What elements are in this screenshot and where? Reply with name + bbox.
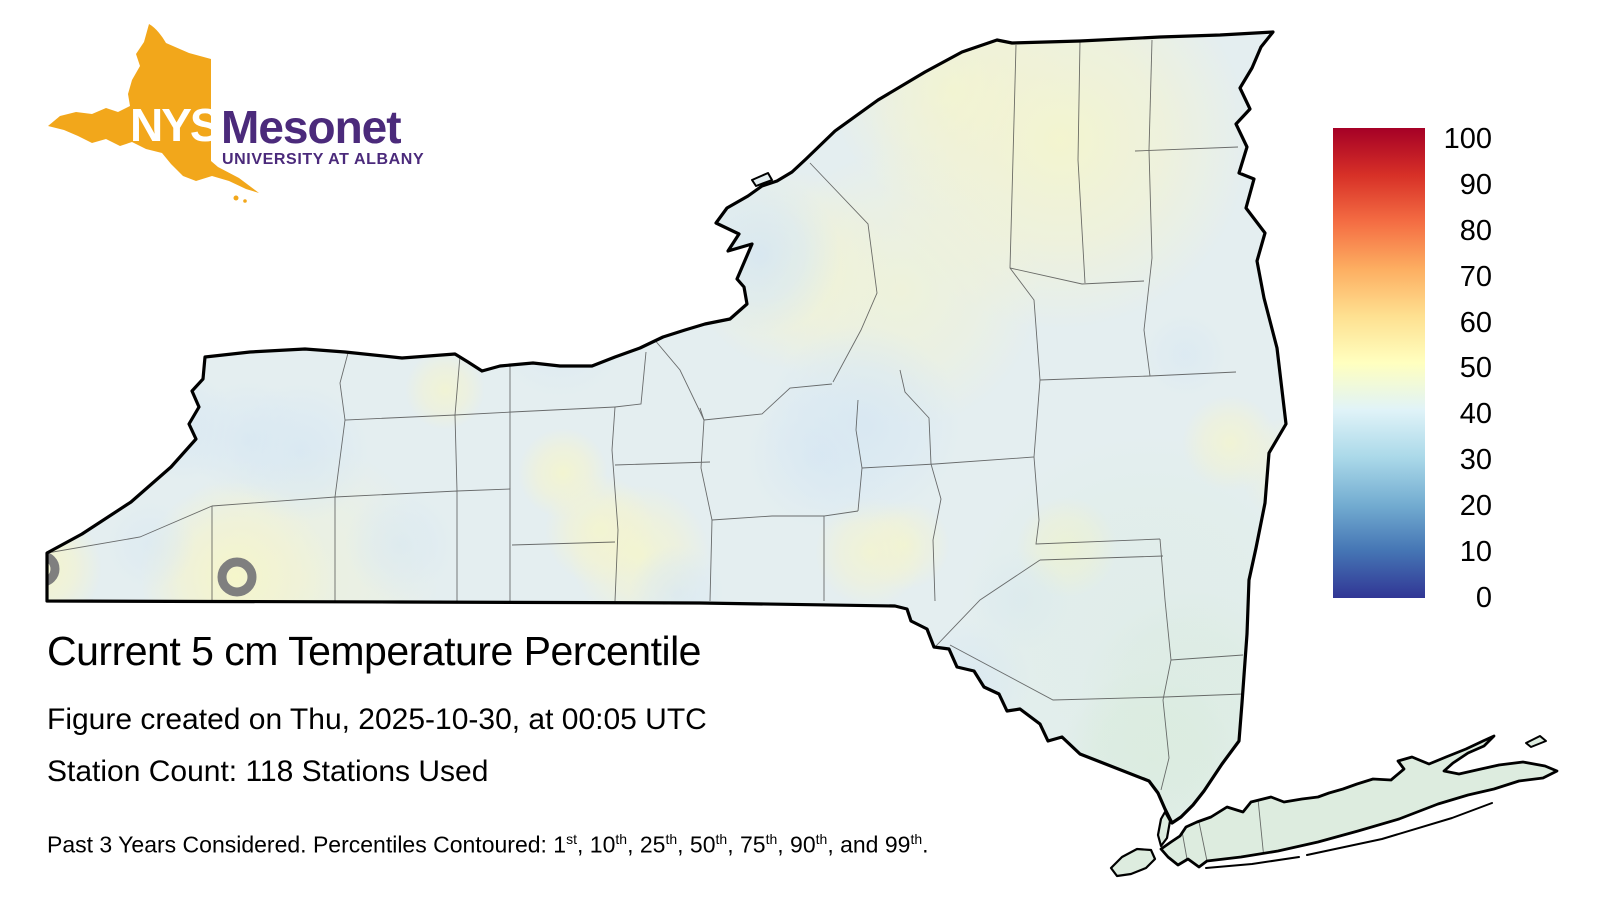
colorbar-tick-50: 50 xyxy=(1459,352,1492,384)
logo-acronym: NYS xyxy=(130,99,221,151)
colorbar-tick-90: 90 xyxy=(1459,169,1492,201)
colorbar-tick-0: 0 xyxy=(1475,582,1492,614)
ordinal-suffix: th xyxy=(615,831,628,847)
colorbar-tick-70: 70 xyxy=(1459,261,1492,293)
county-boundaries xyxy=(47,39,1265,862)
station-count-line: Station Count: 118 Stations Used xyxy=(47,755,489,788)
logo-university: UNIVERSITY AT ALBANY xyxy=(222,151,425,168)
colorbar-tick-60: 60 xyxy=(1459,307,1492,339)
percentiles-footnote: Past 3 Years Considered. Percentiles Con… xyxy=(47,831,929,858)
ordinal-suffix: th xyxy=(815,831,828,847)
figure-title: Current 5 cm Temperature Percentile xyxy=(47,628,701,674)
percentile-colorbar xyxy=(1333,128,1425,598)
logo-name: Mesonet xyxy=(221,101,402,153)
colorbar-tick-20: 20 xyxy=(1459,490,1492,522)
ny-state-logo-shape xyxy=(48,24,259,203)
footnote-text: Past 3 Years Considered. Percentiles Con… xyxy=(47,831,567,858)
colorbar-tick-100: 100 xyxy=(1443,123,1492,155)
colorbar-tick-10: 10 xyxy=(1459,536,1492,568)
colorbar-tick-80: 80 xyxy=(1459,215,1492,247)
ordinal-suffix: th xyxy=(665,831,678,847)
figure-created-line: Figure created on Thu, 2025-10-30, at 00… xyxy=(47,703,707,736)
ordinal-suffix: st xyxy=(566,831,577,847)
ordinal-suffix: th xyxy=(715,831,728,847)
colorbar-tick-30: 30 xyxy=(1459,444,1492,476)
ordinal-suffix: th xyxy=(910,831,923,847)
nys-mesonet-logo: NYS Mesonet UNIVERSITY AT ALBANY xyxy=(40,10,440,205)
ordinal-suffix: th xyxy=(765,831,778,847)
state-outline xyxy=(45,30,1559,878)
percentile-contour-rings xyxy=(47,551,257,597)
colorbar-tick-40: 40 xyxy=(1459,398,1492,430)
